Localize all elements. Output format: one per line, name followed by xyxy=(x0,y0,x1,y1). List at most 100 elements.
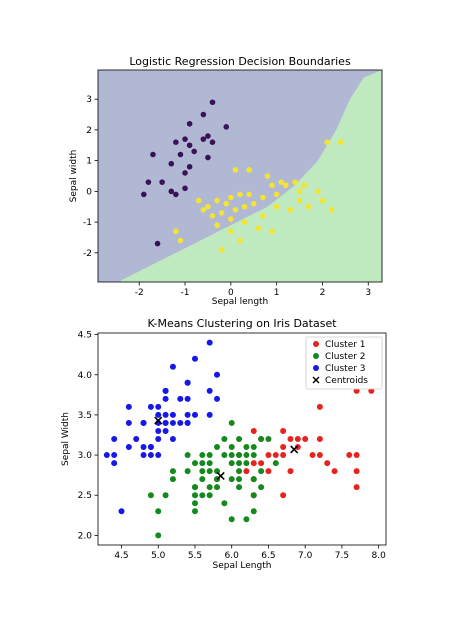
data-point-cluster-3 xyxy=(214,371,221,378)
data-point-cluster-2 xyxy=(206,452,213,459)
data-point-cluster-1 xyxy=(346,452,353,459)
data-point-cluster-2 xyxy=(199,452,206,459)
data-point-cluster-2 xyxy=(272,460,279,467)
x-tick-label: -1 xyxy=(181,288,190,298)
data-point-cluster-1 xyxy=(258,460,265,467)
data-point-cluster-2 xyxy=(258,436,265,442)
data-point-class-1 xyxy=(337,139,344,146)
data-point-cluster-2 xyxy=(169,468,176,475)
data-point-cluster-2 xyxy=(236,468,243,475)
data-point-class-1 xyxy=(200,206,207,213)
data-point-class-1 xyxy=(173,228,179,235)
data-point-cluster-3 xyxy=(155,427,162,434)
chart-title: Logistic Regression Decision Boundaries xyxy=(129,55,351,68)
data-point-cluster-1 xyxy=(265,468,272,475)
data-point-cluster-3 xyxy=(111,452,118,459)
data-point-cluster-3 xyxy=(177,395,184,402)
data-point-cluster-2 xyxy=(228,444,235,451)
data-point-class-1 xyxy=(205,203,211,210)
x-tick-label: 5.5 xyxy=(188,551,202,561)
y-tick-label: 4.5 xyxy=(78,331,92,341)
data-point-cluster-2 xyxy=(265,436,272,442)
y-tick-label: -1 xyxy=(83,218,92,228)
legend-marker-cluster-3 xyxy=(313,365,319,371)
x-tick-label: 7.5 xyxy=(335,551,349,561)
data-point-class-1 xyxy=(223,200,230,207)
data-point-class-0 xyxy=(168,188,175,195)
data-point-class-1 xyxy=(195,197,202,204)
data-point-cluster-3 xyxy=(103,452,110,459)
data-point-class-0 xyxy=(205,154,211,161)
chart-title: K-Means Clustering on Iris Dataset xyxy=(147,317,337,330)
data-point-cluster-2 xyxy=(206,468,213,475)
data-point-class-1 xyxy=(246,191,252,198)
x-tick-label: 4.5 xyxy=(114,551,128,561)
centroid-marker xyxy=(290,445,299,454)
x-tick-label: 6.5 xyxy=(261,551,275,561)
x-tick-label: 2 xyxy=(320,288,326,298)
data-point-cluster-2 xyxy=(199,460,206,467)
data-point-cluster-2 xyxy=(191,460,198,467)
data-point-cluster-2 xyxy=(258,484,265,491)
data-point-class-1 xyxy=(264,173,271,179)
data-point-cluster-3 xyxy=(169,363,176,370)
data-point-cluster-1 xyxy=(353,468,360,475)
data-point-cluster-3 xyxy=(155,411,162,418)
data-point-class-1 xyxy=(328,206,335,213)
data-point-class-1 xyxy=(260,213,266,219)
legend-label-cluster-3: Cluster 3 xyxy=(325,364,366,374)
legend-box xyxy=(305,336,383,390)
x-tick-label: 6.0 xyxy=(225,551,240,561)
data-point-cluster-2 xyxy=(214,468,221,475)
data-point-class-0 xyxy=(150,151,156,158)
data-point-cluster-3 xyxy=(155,403,162,410)
data-point-cluster-1 xyxy=(272,452,279,459)
x-tick-label: 0 xyxy=(228,288,234,298)
data-point-cluster-3 xyxy=(125,444,132,451)
data-point-cluster-1 xyxy=(353,452,360,459)
data-point-cluster-1 xyxy=(331,468,338,475)
y-tick-label: -2 xyxy=(83,249,92,259)
x-ticks: 4.5 5.0 5.5 6.0 6.5 7.0 7.5 8.0 xyxy=(114,545,386,561)
data-point-class-1 xyxy=(283,182,289,189)
data-point-class-1 xyxy=(273,191,280,198)
data-point-cluster-2 xyxy=(221,436,228,442)
data-point-cluster-1 xyxy=(250,460,257,467)
data-point-cluster-2 xyxy=(199,468,206,475)
data-point-class-1 xyxy=(246,167,252,173)
data-point-class-1 xyxy=(278,179,285,185)
data-point-cluster-2 xyxy=(191,492,198,499)
data-point-class-0 xyxy=(200,111,207,118)
centroid-marker xyxy=(154,416,163,425)
data-point-cluster-2 xyxy=(199,476,206,483)
data-point-cluster-3 xyxy=(162,419,169,426)
data-point-cluster-2 xyxy=(243,452,250,459)
data-point-cluster-1 xyxy=(243,468,250,475)
data-point-cluster-3 xyxy=(184,411,191,418)
data-point-class-1 xyxy=(209,213,216,219)
data-point-cluster-3 xyxy=(155,436,162,442)
data-point-cluster-2 xyxy=(236,460,243,467)
legend-label-centroids: Centroids xyxy=(325,376,368,386)
data-point-cluster-3 xyxy=(184,379,191,386)
data-point-class-1 xyxy=(241,203,248,210)
data-point-cluster-1 xyxy=(316,403,323,410)
data-point-cluster-1 xyxy=(287,436,294,442)
data-point-class-1 xyxy=(218,246,225,253)
legend-label-cluster-1: Cluster 1 xyxy=(325,340,366,350)
y-tick-label: 1 xyxy=(86,157,92,167)
data-point-cluster-3 xyxy=(184,419,191,426)
data-point-cluster-2 xyxy=(228,419,235,426)
data-point-class-0 xyxy=(182,136,188,142)
legend: Cluster 1 Cluster 2 Cluster 3 Centroids xyxy=(305,336,383,390)
data-point-cluster-3 xyxy=(133,436,140,442)
legend-marker-cluster-1 xyxy=(313,341,319,347)
data-point-cluster-1 xyxy=(316,452,323,459)
data-point-cluster-1 xyxy=(294,436,301,442)
data-point-cluster-2 xyxy=(184,452,191,459)
data-point-class-0 xyxy=(145,179,152,185)
data-point-class-1 xyxy=(177,237,184,244)
data-point-cluster-3 xyxy=(147,403,154,410)
data-point-cluster-3 xyxy=(177,419,184,426)
y-tick-label: 3.5 xyxy=(78,411,92,421)
